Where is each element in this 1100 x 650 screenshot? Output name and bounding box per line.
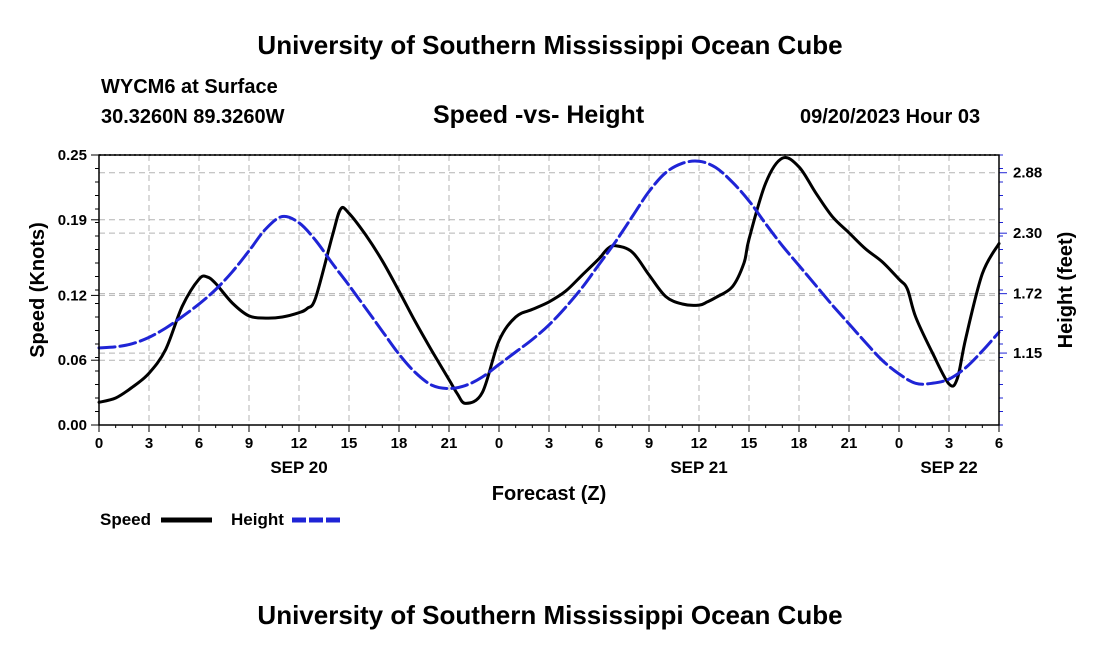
x-tick-label: 21	[841, 435, 858, 452]
series-line-height	[97, 159, 1001, 390]
y2-tick-label: 1.72	[1013, 286, 1042, 303]
grid-layer	[98, 154, 1000, 425]
station-coordinates: 30.3260N 89.3260W	[101, 106, 285, 128]
x-tick-label: 18	[791, 435, 808, 452]
y-tick-label: 0.00	[58, 417, 87, 434]
x-tick-label: 3	[145, 435, 153, 452]
date-label: SEP 21	[670, 458, 727, 477]
y-tick-label: 0.06	[58, 352, 87, 369]
station-name: WYCM6 at Surface	[101, 76, 278, 98]
plot-frame	[98, 154, 1000, 426]
x-tick-label: 6	[595, 435, 603, 452]
y-tick-label: 0.12	[58, 287, 87, 304]
legend: Speed Height	[100, 510, 342, 529]
date-label: SEP 22	[920, 458, 977, 477]
date-label: SEP 20	[270, 458, 327, 477]
x-tick-label: 15	[341, 435, 358, 452]
chart-subtitle: Speed -vs- Height	[433, 101, 645, 129]
legend-height-label: Height	[231, 510, 284, 529]
legend-speed-label: Speed	[100, 510, 151, 529]
x-tick-label: 15	[741, 435, 758, 452]
series-layer	[97, 156, 1001, 405]
x-tick-label: 9	[645, 435, 653, 452]
x-tick-label: 0	[895, 435, 903, 452]
y2-tick-label: 2.88	[1013, 165, 1042, 182]
x-axis-label: Forecast (Z)	[492, 483, 606, 505]
chart-title-top: University of Southern Mississippi Ocean…	[257, 30, 843, 60]
x-tick-label: 6	[195, 435, 203, 452]
y-tick-label: 0.19	[58, 212, 87, 229]
y2-axis-label: Height (feet)	[1055, 232, 1077, 349]
x-tick-label: 12	[291, 435, 308, 452]
x-tick-label: 0	[495, 435, 503, 452]
y2-tick-label: 1.15	[1013, 345, 1042, 362]
chart-title-bottom: University of Southern Mississippi Ocean…	[257, 600, 843, 630]
x-tick-label: 3	[945, 435, 953, 452]
x-tick-label: 9	[245, 435, 253, 452]
x-tick-label: 0	[95, 435, 103, 452]
x-tick-label: 6	[995, 435, 1003, 452]
series-line-speed	[97, 156, 1001, 405]
forecast-datetime: 09/20/2023 Hour 03	[800, 106, 981, 128]
tick-labels-layer: 0 3 6 9 12 15 18 21 0 3 6 9 12 15 18 21 0 3 6 SEP 20 SEP 21 S…	[58, 147, 1042, 477]
y-axis-label: Speed (Knots)	[27, 222, 49, 358]
x-tick-label: 21	[441, 435, 458, 452]
x-tick-label: 12	[691, 435, 708, 452]
x-tick-label: 18	[391, 435, 408, 452]
x-tick-label: 3	[545, 435, 553, 452]
y2-tick-label: 2.30	[1013, 225, 1042, 242]
y-tick-label: 0.25	[58, 147, 87, 164]
